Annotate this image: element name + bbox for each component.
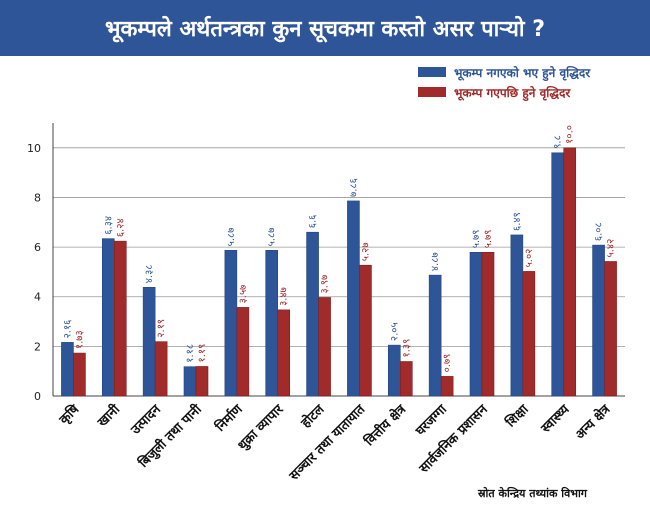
- bar-before: [469, 252, 483, 397]
- category-label: वित्तीय क्षेत्र: [361, 401, 410, 450]
- bar-before: [428, 274, 442, 397]
- bar-before: [306, 231, 319, 397]
- category-label: खानी: [94, 401, 124, 431]
- source-note: स्रोत केन्द्रिय तथ्यांक विभाग: [478, 487, 588, 500]
- bar-after: [236, 307, 250, 397]
- bar-after: [440, 376, 454, 397]
- bar-after: [359, 264, 372, 397]
- bar-after: [154, 341, 168, 397]
- y-tick-label: 4: [34, 291, 41, 304]
- data-label: २.०५: [389, 322, 400, 341]
- data-label: १.७३: [74, 330, 85, 349]
- category-label: स्वास्थ्य: [538, 402, 573, 437]
- y-tick-label: 2: [34, 340, 41, 353]
- data-label: ५.७९: [483, 230, 494, 249]
- bar-after: [73, 352, 86, 397]
- legend: भूकम्प नगएको भए हुने वृद्धिदर भूकम्प गएप…: [418, 62, 590, 102]
- category-label: घरजग्गा: [412, 402, 450, 440]
- y-tick-label: 8: [34, 191, 41, 204]
- bar-before: [61, 342, 74, 397]
- bar-before: [224, 250, 238, 397]
- data-label: ७.८६: [348, 178, 359, 197]
- bar-before: [265, 250, 279, 397]
- bar-after: [563, 147, 577, 397]
- data-label: ९.८: [553, 135, 564, 149]
- data-label: ०.७९: [442, 354, 453, 373]
- category-label: सार्वजनिक प्रशासन: [415, 401, 491, 477]
- data-label: ६.०८: [594, 222, 605, 241]
- category-label: होटल: [297, 401, 328, 432]
- data-label: ५.७९: [471, 230, 482, 249]
- bar-before: [510, 234, 524, 397]
- data-label: २.१६: [62, 320, 73, 339]
- chart-title: भूकम्पले अर्थतन्त्रका कुन सूचकमा कस्तो अ…: [105, 17, 545, 42]
- legend-swatch-red: [418, 87, 446, 97]
- bar-after: [113, 240, 127, 397]
- bar-after: [195, 366, 209, 397]
- category-label: उत्पादन: [128, 402, 165, 439]
- data-label: ५.८७: [226, 228, 237, 247]
- data-label: १.१९: [197, 344, 208, 363]
- data-label: १०.०: [565, 125, 576, 144]
- y-tick-label: 6: [34, 241, 41, 254]
- bar-before: [387, 344, 401, 397]
- data-label: ५.४२: [606, 239, 617, 258]
- bar-before: [142, 286, 156, 397]
- y-tick-label: 0: [34, 390, 41, 403]
- category-label: थुक्रा व्यापार: [235, 402, 287, 454]
- chart-title-bar: भूकम्पले अर्थतन्त्रका कुन सूचकमा कस्तो अ…: [0, 0, 650, 56]
- data-label: ४.८७: [430, 252, 441, 271]
- data-label: ५.८७: [267, 228, 278, 247]
- bar-after: [277, 309, 291, 397]
- legend-swatch-blue: [418, 67, 446, 77]
- data-label: १.१८: [185, 344, 196, 363]
- category-label: निर्माण: [212, 401, 246, 435]
- bar-before: [347, 200, 360, 397]
- data-label: ३.५७: [238, 285, 249, 304]
- data-label: ४.३८: [144, 265, 155, 284]
- category-label: सञ्चार तथा यातायात: [286, 402, 369, 485]
- category-label: अन्य क्षेत्र: [572, 401, 614, 443]
- data-label: १.३९: [401, 339, 412, 358]
- bar-before: [101, 238, 115, 397]
- y-tick-label: 10: [27, 142, 41, 155]
- legend-label-before: भूकम्प नगएको भए हुने वृद्धिदर: [454, 65, 591, 80]
- category-label: शिक्षा: [502, 401, 532, 431]
- bar-after: [522, 271, 536, 397]
- bar-before: [551, 152, 565, 397]
- category-label: कृषि: [55, 401, 82, 428]
- data-label: ५.२७: [360, 242, 371, 261]
- bar-before: [592, 244, 605, 397]
- legend-item-after: भूकम्प गएपछि हुने वृद्धिदर: [418, 82, 590, 102]
- bar-after: [604, 261, 617, 397]
- data-label: २.१९: [156, 319, 167, 338]
- bar-before: [183, 366, 197, 397]
- data-label: ३.४७: [279, 287, 290, 306]
- data-label: ६.६: [308, 215, 319, 229]
- data-label: ६.४९: [512, 212, 523, 231]
- bar-after: [481, 252, 495, 397]
- legend-item-before: भूकम्प नगएको भए हुने वृद्धिदर: [418, 62, 590, 82]
- data-label: ६.२४: [115, 218, 126, 237]
- bar-after: [318, 297, 331, 397]
- data-label: ३.९७: [320, 275, 331, 294]
- data-label: ६.३४: [103, 216, 114, 235]
- legend-label-after: भूकम्प गएपछि हुने वृद्धिदर: [454, 85, 571, 100]
- data-label: ५.०२: [524, 249, 535, 268]
- bar-after: [399, 361, 413, 397]
